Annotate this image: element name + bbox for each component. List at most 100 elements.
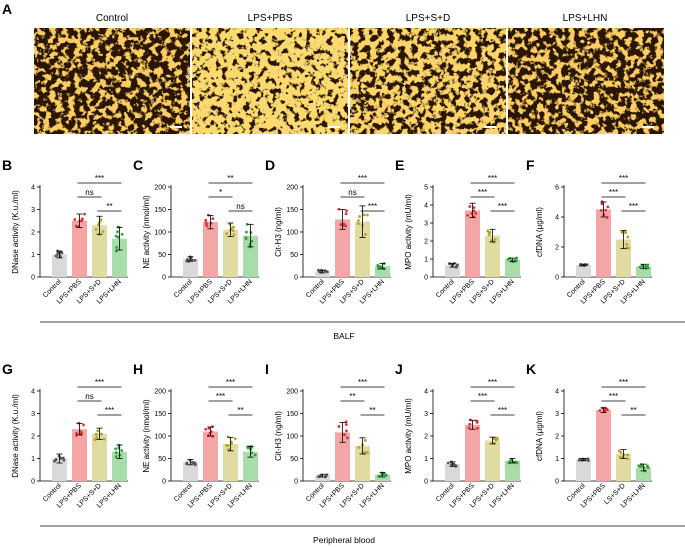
data-point <box>93 438 97 442</box>
panel-letter-k: K <box>526 361 536 377</box>
y-tick-label: 200 <box>286 185 298 192</box>
y-tick-label: 2 <box>31 434 35 441</box>
data-point <box>100 432 103 436</box>
data-point <box>80 219 84 223</box>
micrograph-control <box>34 28 190 134</box>
bar-lps-s-d <box>355 445 370 481</box>
y-tick-label: 3 <box>424 411 428 418</box>
y-tick-label: 0 <box>424 479 428 486</box>
data-point <box>59 457 63 460</box>
y-axis-label: NE activity (nmol/ml) <box>142 195 151 269</box>
data-point <box>598 409 602 412</box>
y-tick-label: 2 <box>555 434 559 441</box>
significance-label: ns <box>85 188 93 197</box>
data-point <box>646 466 650 469</box>
data-point <box>82 423 85 427</box>
y-axis-label: DNase activity (K.u./ml) <box>11 394 20 478</box>
panel-letter-g: G <box>2 361 13 377</box>
y-tick-label: 200 <box>286 389 298 396</box>
data-point <box>476 426 479 430</box>
bar-lps-lhn <box>375 474 390 481</box>
data-point <box>357 445 361 449</box>
bar-lps-lhn <box>636 467 651 481</box>
y-axis-label: cfDNA (μg/ml) <box>535 207 544 257</box>
y-tick-label: 50 <box>290 456 298 463</box>
significance-label: ** <box>630 406 636 415</box>
significance-label: ** <box>106 202 112 211</box>
data-point <box>606 408 609 412</box>
data-point <box>249 231 253 234</box>
data-point <box>346 436 349 440</box>
bar-control <box>315 475 330 481</box>
data-point <box>250 239 254 243</box>
data-point <box>204 218 208 222</box>
y-tick-label: 0 <box>31 275 35 282</box>
significance-label: *** <box>95 378 104 387</box>
y-tick-label: 50 <box>158 456 166 463</box>
data-point <box>118 453 122 457</box>
data-point <box>54 457 58 461</box>
data-point <box>618 455 622 459</box>
data-point <box>495 437 499 441</box>
data-point <box>447 262 451 266</box>
bar-lps-s-d <box>92 225 107 277</box>
y-tick-label: 0 <box>294 275 298 282</box>
data-point <box>343 433 346 437</box>
significance-label: ns <box>236 202 244 211</box>
scale-bar <box>328 126 340 128</box>
y-axis-label: cfDNA (μg/ml) <box>535 411 544 461</box>
data-point <box>515 256 519 260</box>
data-point <box>114 451 118 455</box>
data-point <box>120 449 124 452</box>
y-tick-label: 3 <box>555 411 559 418</box>
bar-control <box>576 265 591 277</box>
data-point <box>376 263 380 267</box>
bar-lps-lhn <box>375 266 390 277</box>
data-point <box>204 221 208 225</box>
bar-control <box>52 254 67 277</box>
data-point <box>192 461 195 465</box>
bar-lps-lhn <box>243 451 258 481</box>
y-tick-label: 4 <box>31 185 35 192</box>
y-tick-label: 100 <box>154 230 166 237</box>
significance-label: *** <box>368 202 377 211</box>
bar-control <box>315 271 330 277</box>
micrograph-lps-sd <box>350 28 506 134</box>
y-tick-label: 150 <box>154 207 166 214</box>
y-tick-label: 50 <box>158 252 166 259</box>
bar-lps-s-d <box>485 235 500 277</box>
significance-label: ns <box>348 188 356 197</box>
significance-label: *** <box>226 378 235 387</box>
data-point <box>225 444 228 447</box>
significance-label: ** <box>349 392 355 401</box>
bar-control <box>445 464 460 481</box>
bar-lps-pbs <box>72 220 87 277</box>
panel-letter-j: J <box>395 361 403 377</box>
data-point <box>454 464 458 468</box>
bar-lps-pbs <box>596 209 611 277</box>
y-axis-label: Cit-H3 (ng/ml) <box>274 411 283 461</box>
data-point <box>231 229 235 232</box>
y-tick-label: 150 <box>286 411 298 418</box>
y-tick-label: 0 <box>162 479 166 486</box>
bar-control <box>445 265 460 277</box>
data-point <box>245 230 248 234</box>
bar-lps-pbs <box>335 432 350 481</box>
significance-label: *** <box>216 392 225 401</box>
data-point <box>639 463 643 466</box>
data-point <box>250 451 254 455</box>
y-tick-label: 150 <box>286 207 298 214</box>
data-point <box>472 206 476 209</box>
significance-label: *** <box>498 202 507 211</box>
data-point <box>75 432 79 435</box>
y-tick-label: 100 <box>286 434 298 441</box>
y-tick-label: 0 <box>162 275 166 282</box>
significance-label: *** <box>619 378 628 387</box>
significance-label: ** <box>369 406 375 415</box>
panel-letter-i: I <box>265 361 269 377</box>
bar-lps-s-d <box>223 444 238 481</box>
data-point <box>114 234 118 238</box>
data-point <box>357 222 360 226</box>
